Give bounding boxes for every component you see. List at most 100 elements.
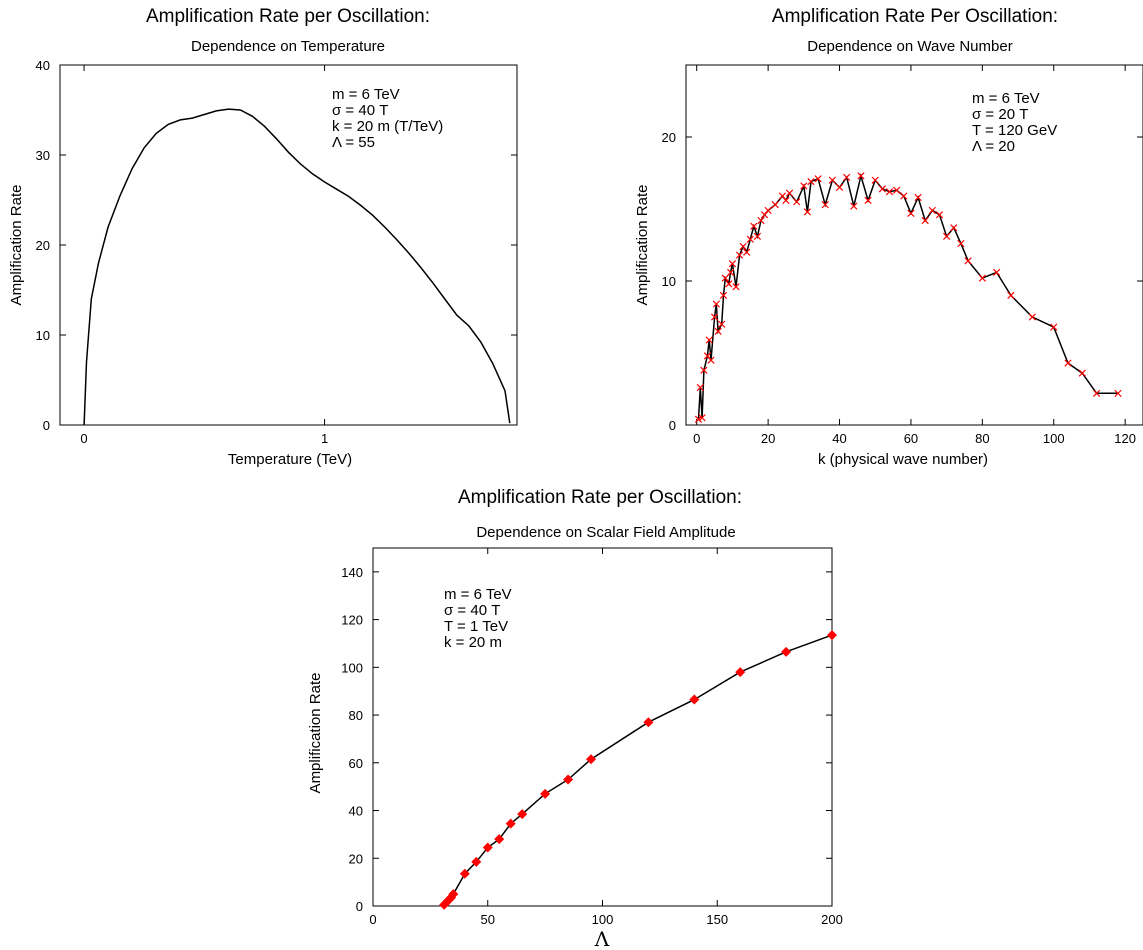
data-point [753, 232, 762, 240]
data-point [978, 274, 986, 282]
data-point [764, 206, 772, 215]
parameter-annotation: m = 6 TeV [444, 586, 512, 603]
x-tick-label: 50 [481, 912, 495, 927]
plot-frame [685, 64, 1143, 426]
y-tick-label: 80 [349, 708, 363, 723]
data-point [935, 211, 944, 219]
data-point [900, 192, 908, 200]
data-point [732, 283, 740, 291]
y-tick-label: 140 [341, 565, 363, 580]
data-point [914, 193, 922, 202]
data-point [781, 646, 792, 657]
data-point [735, 251, 744, 259]
x-tick-label: 0 [80, 431, 87, 446]
chart-temperature: Amplification Rate per Oscillation: Depe… [8, 6, 518, 468]
data-point [1092, 389, 1101, 397]
y-tick-label: 0 [43, 418, 50, 433]
parameter-annotation: Λ = 55 [332, 134, 375, 151]
x-tick-label: 200 [821, 912, 843, 927]
y-tick-label: 60 [349, 756, 363, 771]
data-point [459, 868, 470, 879]
parameter-annotation: k = 20 m (T/TeV) [332, 118, 443, 135]
x-tick-label: 100 [592, 912, 614, 927]
data-point [828, 176, 837, 184]
data-point [750, 222, 758, 230]
y-axis-label: Amplification Rate [307, 673, 324, 794]
data-point [494, 834, 505, 845]
data-point [814, 175, 822, 183]
data-point [712, 300, 720, 308]
chart-subtitle: Dependence on Wave Number [807, 38, 1012, 55]
data-point [705, 336, 713, 344]
data-point [803, 208, 812, 216]
x-tick-label: 20 [761, 431, 775, 446]
data-point [782, 196, 790, 204]
data-point [864, 196, 872, 204]
y-tick-label: 20 [662, 130, 676, 145]
x-axis-label: k (physical wave number) [818, 451, 988, 468]
data-point [992, 268, 1001, 276]
data-point [725, 280, 733, 288]
data-point [964, 257, 972, 265]
y-axis-label: Amplification Rate [634, 185, 651, 306]
y-tick-label: 0 [669, 418, 676, 433]
data-point [517, 809, 528, 820]
data-point [928, 206, 936, 215]
data-point [540, 788, 551, 799]
y-axis-label: Amplification Rate [8, 185, 25, 306]
y-tick-label: 120 [341, 613, 363, 628]
x-tick-label: 0 [369, 912, 376, 927]
data-point [696, 383, 704, 392]
chart-subtitle: Dependence on Scalar Field Amplitude [476, 524, 735, 541]
parameter-annotation: m = 6 TeV [332, 86, 400, 103]
y-tick-label: 40 [36, 58, 50, 73]
data-point [907, 209, 915, 217]
x-tick-label: 150 [706, 912, 728, 927]
data-point [807, 178, 815, 186]
parameter-annotation: σ = 20 T [972, 106, 1028, 123]
series-line [443, 634, 833, 906]
parameter-annotation: σ = 40 T [332, 102, 388, 119]
data-point [893, 186, 901, 194]
parameter-annotation: Λ = 20 [972, 138, 1015, 155]
parameter-annotation: m = 6 TeV [972, 90, 1040, 107]
data-point [1064, 359, 1072, 367]
x-axis-label: Λ [594, 927, 610, 950]
data-point [714, 327, 722, 336]
data-point [505, 818, 516, 829]
x-tick-label: 100 [1043, 431, 1065, 446]
data-point [957, 239, 965, 248]
x-axis-label: Temperature (TeV) [228, 451, 352, 468]
data-point [771, 201, 779, 209]
x-tick-label: 40 [832, 431, 846, 446]
data-point [1078, 369, 1086, 377]
data-point [586, 754, 597, 765]
data-point [719, 291, 728, 300]
data-point [921, 216, 929, 225]
data-point [448, 889, 459, 900]
data-point [735, 667, 746, 678]
data-point [850, 202, 858, 210]
y-tick-label: 0 [356, 899, 363, 914]
data-point [743, 248, 751, 256]
x-tick-label: 120 [1114, 431, 1136, 446]
y-tick-label: 20 [349, 851, 363, 866]
y-tick-label: 100 [341, 660, 363, 675]
data-point [1028, 313, 1036, 321]
data-point [785, 189, 794, 197]
data-point [721, 274, 729, 282]
data-point [471, 856, 482, 867]
parameter-annotation: σ = 40 T [444, 602, 500, 619]
plot-frame [59, 64, 518, 426]
data-point [950, 224, 958, 232]
data-point [843, 173, 851, 181]
x-tick-label: 80 [975, 431, 989, 446]
data-point [1007, 291, 1015, 300]
chart-wave-number: Amplification Rate Per Oscillation: Depe… [634, 6, 1143, 468]
data-point [746, 235, 754, 243]
data-point [1114, 389, 1122, 397]
data-point [943, 232, 951, 240]
plot-frame [372, 547, 833, 907]
data-point [700, 366, 708, 374]
